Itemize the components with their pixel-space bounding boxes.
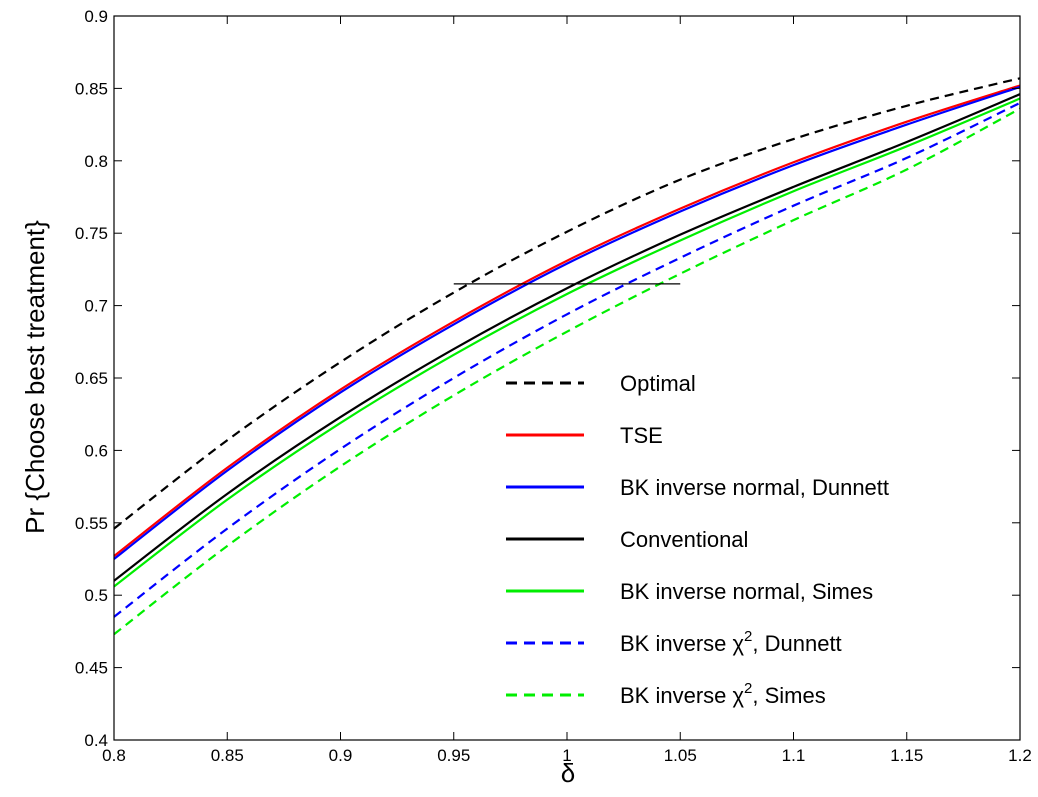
x-axis-title: δ: [561, 758, 575, 788]
series-lines: [113, 77, 1021, 636]
x-tick-label: 1.05: [664, 746, 697, 765]
series-line-7: [113, 107, 1021, 636]
legend-label-6: BK inverse χ2, Dunnett: [620, 628, 842, 656]
x-tick-label: 1.2: [1008, 746, 1032, 765]
legend: Optimal TSE BK inverse normal, Dunnett Conv…: [506, 371, 889, 708]
series-line-3: [113, 85, 1021, 560]
series-line-2: [113, 84, 1021, 557]
x-tick-label: 1.15: [890, 746, 923, 765]
y-tick-label: 0.4: [84, 731, 108, 750]
y-tick-label: 0.55: [75, 514, 108, 533]
y-tick-label: 0.6: [84, 441, 108, 460]
y-tick-label: 0.85: [75, 79, 108, 98]
x-tick-label: 1: [562, 746, 571, 765]
x-axis-ticks: 0.8 0.85 0.9 0.95 1 1.05 1.1 1.15 1.2: [102, 16, 1032, 765]
y-tick-label: 0.65: [75, 369, 108, 388]
series-line-4: [113, 93, 1021, 582]
y-tick-label: 0.9: [84, 7, 108, 26]
legend-label-5: BK inverse normal, Simes: [620, 579, 873, 604]
legend-label-2: TSE: [620, 423, 663, 448]
series-line-1: [113, 77, 1021, 530]
x-tick-label: 0.9: [329, 746, 353, 765]
legend-label-1: Optimal: [620, 371, 696, 396]
y-tick-label: 0.45: [75, 659, 108, 678]
legend-label-3: BK inverse normal, Dunnett: [620, 475, 889, 500]
legend-label-4: Conventional: [620, 527, 748, 552]
x-tick-label: 0.8: [102, 746, 126, 765]
y-tick-label: 0.75: [75, 224, 108, 243]
x-tick-label: 0.95: [437, 746, 470, 765]
series-line-5: [113, 97, 1021, 588]
y-tick-label: 0.8: [84, 152, 108, 171]
y-tick-label: 0.7: [84, 297, 108, 316]
y-tick-label: 0.5: [84, 586, 108, 605]
x-tick-label: 1.1: [782, 746, 806, 765]
y-axis-ticks: 0.4 0.45 0.5 0.55 0.6 0.65 0.7 0.75 0.8 0.85 0.9: [75, 7, 1020, 750]
legend-label-7: BK inverse χ2, Simes: [620, 680, 826, 708]
y-axis-title: Pr {Choose best treatment}: [20, 220, 50, 534]
x-tick-label: 0.85: [211, 746, 244, 765]
series-line-6: [113, 101, 1021, 618]
